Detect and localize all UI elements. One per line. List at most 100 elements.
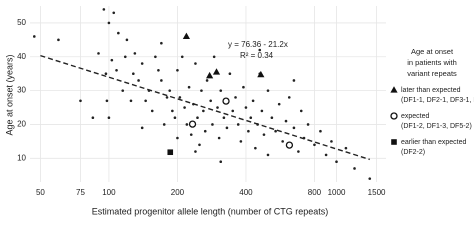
point <box>147 89 151 92</box>
point <box>212 55 216 59</box>
point <box>219 89 223 92</box>
point <box>125 38 129 42</box>
x-tick-label: 1000 <box>328 188 346 197</box>
point <box>110 58 114 62</box>
point <box>32 35 36 38</box>
point <box>244 106 248 109</box>
point <box>228 72 232 75</box>
point <box>292 79 296 82</box>
point <box>236 123 240 126</box>
point <box>189 133 193 136</box>
point <box>368 177 372 180</box>
point <box>200 89 203 92</box>
point <box>168 89 172 92</box>
point <box>107 21 111 25</box>
point <box>256 123 259 126</box>
point <box>202 109 205 113</box>
point <box>222 116 226 119</box>
point <box>212 68 221 75</box>
point <box>260 109 264 113</box>
point <box>287 96 291 99</box>
point <box>154 55 157 59</box>
point <box>209 99 212 103</box>
point <box>319 129 322 133</box>
x-axis-title: Estimated progenitor allele length (numb… <box>92 206 329 216</box>
point <box>182 32 191 40</box>
equation: y = 76.36 - 21.2x <box>228 40 288 49</box>
legend-detail: (DF1-1, DF2-1, DF3-1, DF4-1) <box>401 97 474 104</box>
point <box>231 109 235 113</box>
point <box>188 120 197 128</box>
legend-detail: (DF2-2) <box>401 149 425 156</box>
x-tick-label: 800 <box>308 188 322 197</box>
y-tick-label: 40 <box>17 52 26 61</box>
point <box>132 72 135 75</box>
point <box>105 99 109 103</box>
point <box>344 146 348 150</box>
point <box>176 69 179 72</box>
point <box>219 160 223 163</box>
point <box>330 140 333 143</box>
point <box>225 126 229 130</box>
point <box>262 133 266 136</box>
point <box>239 140 243 143</box>
point <box>107 116 111 119</box>
x-tick-label: 400 <box>239 188 253 197</box>
y-tick-label: 30 <box>17 86 26 95</box>
point <box>196 116 199 119</box>
point <box>234 96 237 99</box>
point <box>353 167 356 170</box>
point <box>270 116 274 119</box>
point <box>79 99 82 103</box>
point <box>198 143 201 147</box>
point <box>266 89 270 92</box>
point <box>115 69 118 72</box>
point <box>97 52 100 55</box>
point <box>211 123 214 126</box>
point <box>150 109 154 113</box>
point <box>254 146 257 150</box>
point <box>192 102 195 106</box>
point <box>144 99 147 103</box>
point <box>160 41 163 45</box>
legend-marker <box>390 112 398 120</box>
point <box>203 129 207 133</box>
point <box>91 116 95 119</box>
point <box>162 123 166 126</box>
legend-title: in patients with <box>407 58 457 67</box>
legend-marker <box>391 139 397 145</box>
point <box>140 126 144 130</box>
point <box>249 116 253 119</box>
point <box>281 140 284 143</box>
y-axis-title: Age at onset (years) <box>4 54 14 135</box>
point <box>206 71 214 79</box>
legend-label: expected <box>401 113 430 120</box>
point <box>324 153 328 157</box>
point <box>102 8 106 11</box>
point <box>185 123 189 126</box>
point <box>194 150 197 153</box>
legend-marker <box>390 86 398 93</box>
point <box>121 89 125 92</box>
y-tick-label: 10 <box>17 153 26 162</box>
point <box>217 136 221 140</box>
legend-title: variant repeats <box>407 69 457 78</box>
y-tick-label: 50 <box>17 18 26 27</box>
point <box>313 143 316 147</box>
legend-label: earlier than expected <box>401 139 466 146</box>
point <box>137 79 140 82</box>
r-squared: R² = 0.34 <box>240 51 274 60</box>
point <box>257 70 265 78</box>
x-tick-label: 50 <box>36 188 45 197</box>
point <box>112 11 116 15</box>
point <box>180 55 184 59</box>
point <box>258 48 262 52</box>
x-tick-label: 75 <box>76 188 85 197</box>
point <box>194 62 197 65</box>
point <box>187 85 191 89</box>
point <box>284 119 288 123</box>
point <box>173 116 177 119</box>
legend-detail: (DF1-2, DF1-3, DF5-2) <box>401 123 472 130</box>
point <box>297 150 300 153</box>
point <box>266 153 270 157</box>
